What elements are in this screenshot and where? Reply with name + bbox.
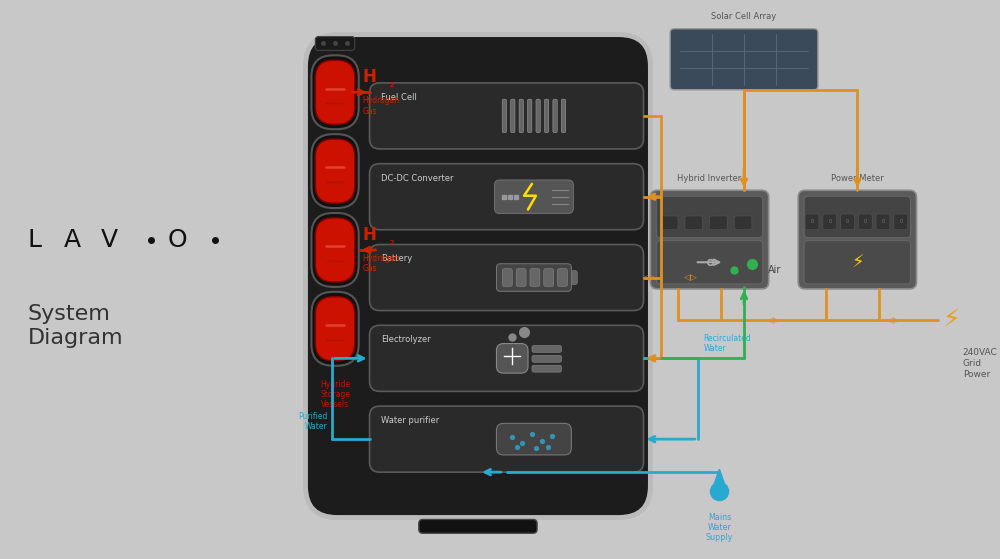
Text: V: V — [101, 228, 118, 252]
FancyBboxPatch shape — [370, 164, 644, 230]
FancyBboxPatch shape — [370, 83, 644, 149]
Text: System
Diagram: System Diagram — [28, 304, 123, 348]
FancyBboxPatch shape — [536, 99, 540, 132]
FancyBboxPatch shape — [530, 269, 540, 286]
FancyBboxPatch shape — [315, 139, 355, 203]
Text: 0: 0 — [828, 219, 831, 224]
FancyBboxPatch shape — [305, 35, 650, 518]
FancyBboxPatch shape — [370, 244, 644, 311]
Text: Fuel Cell: Fuel Cell — [381, 93, 417, 102]
FancyBboxPatch shape — [544, 99, 549, 132]
FancyBboxPatch shape — [311, 292, 359, 366]
FancyBboxPatch shape — [370, 406, 644, 472]
FancyBboxPatch shape — [805, 214, 819, 230]
FancyBboxPatch shape — [660, 216, 678, 230]
FancyBboxPatch shape — [496, 264, 571, 291]
FancyBboxPatch shape — [734, 216, 752, 230]
Text: Solar Cell Array: Solar Cell Array — [711, 12, 777, 21]
FancyBboxPatch shape — [528, 99, 532, 132]
FancyBboxPatch shape — [315, 60, 355, 124]
Text: Hydrogen
Gas: Hydrogen Gas — [363, 254, 400, 273]
Text: A: A — [64, 228, 81, 252]
FancyBboxPatch shape — [311, 55, 359, 129]
FancyBboxPatch shape — [496, 423, 571, 455]
Text: Hybrid Inverter: Hybrid Inverter — [677, 174, 742, 183]
FancyBboxPatch shape — [502, 269, 512, 286]
FancyBboxPatch shape — [841, 214, 854, 230]
Text: ◁▷: ◁▷ — [643, 273, 656, 282]
Text: ⚡: ⚡ — [943, 309, 961, 333]
FancyBboxPatch shape — [656, 240, 763, 284]
FancyBboxPatch shape — [553, 99, 557, 132]
Text: Mains
Water
Supply: Mains Water Supply — [706, 513, 733, 542]
Text: Hydrogen
Gas: Hydrogen Gas — [363, 96, 400, 116]
FancyBboxPatch shape — [532, 365, 562, 372]
FancyBboxPatch shape — [532, 356, 562, 362]
Text: H: H — [363, 226, 377, 244]
FancyBboxPatch shape — [710, 216, 727, 230]
Text: Hydride
Storage
Vessels: Hydride Storage Vessels — [320, 380, 350, 409]
FancyBboxPatch shape — [315, 218, 355, 282]
Text: L: L — [28, 228, 42, 252]
FancyBboxPatch shape — [532, 345, 562, 352]
Text: 0: 0 — [881, 219, 885, 224]
Text: Recirculated
Water: Recirculated Water — [704, 334, 751, 353]
Text: 0: 0 — [864, 219, 867, 224]
Text: ₂: ₂ — [389, 79, 394, 89]
Text: Battery: Battery — [381, 254, 413, 263]
FancyBboxPatch shape — [558, 269, 567, 286]
FancyBboxPatch shape — [894, 214, 908, 230]
FancyBboxPatch shape — [544, 269, 554, 286]
FancyBboxPatch shape — [650, 190, 769, 289]
FancyBboxPatch shape — [823, 214, 837, 230]
FancyBboxPatch shape — [804, 240, 911, 284]
Polygon shape — [712, 469, 726, 489]
Text: Water purifier: Water purifier — [381, 416, 440, 425]
FancyBboxPatch shape — [511, 99, 515, 132]
FancyBboxPatch shape — [496, 344, 528, 373]
FancyBboxPatch shape — [858, 214, 872, 230]
Text: ◁▷: ◁▷ — [887, 316, 901, 325]
FancyBboxPatch shape — [670, 29, 818, 90]
FancyBboxPatch shape — [685, 216, 703, 230]
FancyBboxPatch shape — [876, 214, 890, 230]
Text: Purified
Water: Purified Water — [298, 412, 327, 431]
Text: O: O — [168, 228, 187, 252]
FancyBboxPatch shape — [315, 36, 355, 50]
FancyBboxPatch shape — [798, 190, 916, 289]
Text: 0: 0 — [899, 219, 902, 224]
Text: H: H — [363, 68, 377, 86]
Text: 0: 0 — [846, 219, 849, 224]
FancyBboxPatch shape — [502, 99, 507, 132]
FancyBboxPatch shape — [571, 271, 577, 285]
Text: DC-DC Converter: DC-DC Converter — [381, 173, 454, 183]
FancyBboxPatch shape — [804, 196, 911, 238]
Text: 240VAC
Grid
Power: 240VAC Grid Power — [963, 348, 998, 379]
Text: Electrolyzer: Electrolyzer — [381, 335, 431, 344]
FancyBboxPatch shape — [495, 180, 573, 214]
FancyBboxPatch shape — [370, 325, 644, 391]
FancyBboxPatch shape — [519, 99, 523, 132]
Text: ⚡: ⚡ — [851, 253, 864, 271]
Text: ◁▷: ◁▷ — [767, 316, 780, 325]
Text: ◁▷: ◁▷ — [684, 273, 698, 282]
FancyBboxPatch shape — [311, 134, 359, 208]
FancyBboxPatch shape — [561, 99, 566, 132]
Text: Air: Air — [768, 264, 781, 274]
Text: Power Meter: Power Meter — [831, 174, 884, 183]
FancyBboxPatch shape — [311, 213, 359, 287]
Text: ₂: ₂ — [389, 237, 394, 247]
FancyBboxPatch shape — [419, 519, 537, 533]
Text: 0: 0 — [810, 219, 814, 224]
FancyBboxPatch shape — [516, 269, 526, 286]
FancyBboxPatch shape — [315, 297, 355, 361]
FancyBboxPatch shape — [656, 196, 763, 238]
